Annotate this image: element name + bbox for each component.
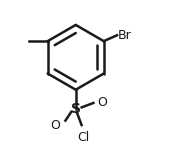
- Text: Br: Br: [118, 29, 131, 42]
- Text: O: O: [97, 96, 107, 110]
- Text: Cl: Cl: [77, 131, 89, 144]
- Text: O: O: [50, 118, 60, 132]
- Text: S: S: [71, 102, 81, 116]
